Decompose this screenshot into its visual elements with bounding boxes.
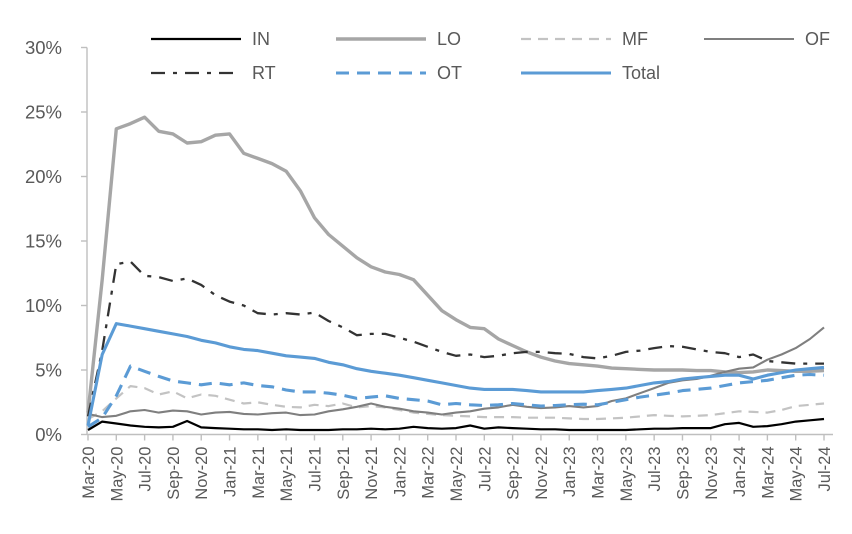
- legend-label-ot: OT: [437, 63, 462, 83]
- x-axis-tick-label: Mar-22: [420, 447, 438, 499]
- x-axis-tick-label: Jan-22: [391, 447, 409, 497]
- legend-line-sample-of: [704, 37, 794, 41]
- x-axis-tick-label: Sep-20: [165, 447, 183, 500]
- y-axis-tick-label: 30%: [25, 37, 62, 58]
- x-axis-tick-label: May-22: [448, 447, 466, 502]
- legend-item-rt: RT: [150, 61, 276, 85]
- x-axis-tick-label: May-21: [278, 447, 296, 502]
- series-line-mf: [87, 385, 825, 421]
- x-axis-tick-label: Sep-23: [674, 447, 692, 500]
- legend-line-sample-total: [521, 71, 611, 75]
- x-axis-tick-label: Mar-23: [590, 447, 608, 499]
- x-axis-tick-label: Jul-23: [646, 447, 664, 492]
- x-axis-tick-label: Jul-24: [816, 447, 834, 492]
- x-axis-tick-label: Sep-22: [505, 447, 523, 500]
- x-axis-tick-label: May-24: [788, 447, 806, 502]
- series-line-lo: [86, 115, 825, 413]
- x-axis-tick-label: Jan-21: [222, 447, 240, 497]
- legend-label-total: Total: [622, 63, 661, 83]
- legend-item-mf: MF: [520, 27, 648, 51]
- x-axis-tick-label: Mar-24: [759, 447, 777, 499]
- series-line-in: [87, 417, 825, 432]
- x-axis-tick-label: Jul-22: [476, 447, 494, 492]
- x-axis-tick-label: Nov-21: [363, 447, 381, 500]
- x-axis-tick-label: Nov-20: [193, 447, 211, 500]
- legend-line-sample-in: [151, 37, 241, 41]
- legend-item-of: OF: [703, 27, 830, 51]
- legend-item-total: Total: [520, 61, 660, 85]
- y-axis-tick-label: 20%: [25, 166, 62, 187]
- legend-line-sample-rt: [151, 71, 241, 75]
- legend-label-in: IN: [252, 29, 270, 49]
- x-axis-tick-label: Mar-20: [80, 447, 98, 499]
- legend-label-mf: MF: [622, 29, 648, 49]
- legend-item-in: IN: [150, 27, 270, 51]
- x-axis-tick-label: Nov-23: [703, 447, 721, 500]
- y-axis-tick-label: 25%: [25, 102, 62, 123]
- legend-label-rt: RT: [252, 63, 276, 83]
- x-axis-tick-label: Nov-22: [533, 447, 551, 500]
- x-axis-tick-label: Mar-21: [250, 447, 268, 499]
- series-line-rt: [86, 260, 824, 417]
- legend-item-ot: OT: [335, 61, 462, 85]
- legend-item-lo: LO: [335, 27, 461, 51]
- legend-label-of: OF: [805, 29, 830, 49]
- x-axis-tick-label: Jan-24: [731, 447, 749, 497]
- x-axis-tick-label: Jul-20: [137, 447, 155, 492]
- legend-line-sample-mf: [521, 37, 611, 41]
- x-axis-tick-label: Jan-23: [561, 447, 579, 497]
- x-axis-tick-label: May-23: [618, 447, 636, 502]
- series-line-ot: [87, 364, 825, 429]
- legend-line-sample-ot: [336, 71, 426, 75]
- x-axis-tick-label: May-20: [108, 447, 126, 502]
- x-axis-tick-label: Jul-21: [306, 447, 324, 492]
- x-axis-tick-label: Sep-21: [335, 447, 353, 500]
- legend-label-lo: LO: [437, 29, 462, 49]
- y-axis-tick-label: 0%: [35, 424, 62, 445]
- y-axis-tick-label: 5%: [35, 360, 62, 381]
- y-axis-tick-label: 15%: [25, 231, 62, 252]
- legend-line-sample-lo: [336, 37, 426, 41]
- chart-legend: IN LO MF OF RT OT Total: [0, 0, 852, 100]
- series-line-total: [86, 322, 825, 426]
- y-axis-tick-label: 10%: [25, 295, 62, 316]
